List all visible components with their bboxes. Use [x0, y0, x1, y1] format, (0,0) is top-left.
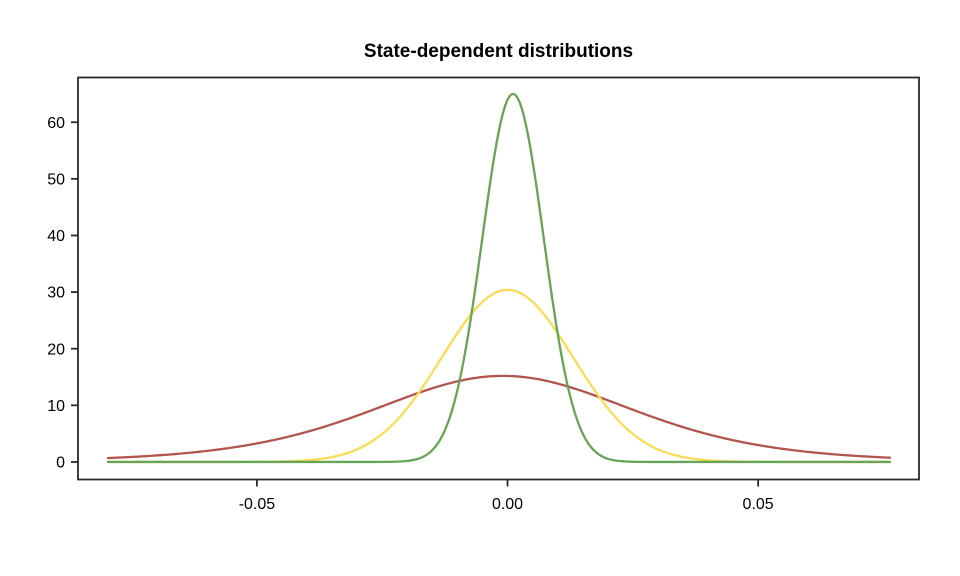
- x-tick-label: -0.05: [239, 496, 276, 513]
- y-tick-label: 0: [56, 455, 65, 472]
- plot-box: [77, 76, 920, 481]
- x-tick-label: 0.00: [492, 496, 523, 513]
- wide-state-density-curve: [106, 374, 892, 460]
- plot-border: [77, 76, 920, 481]
- narrow-state-density-curve: [106, 92, 892, 464]
- chart-title: State-dependent distributions: [364, 41, 633, 62]
- y-tick-label: 60: [47, 115, 65, 132]
- x-axis: -0.05 0.00 0.05: [239, 479, 774, 513]
- y-tick-label: 50: [47, 171, 65, 188]
- y-tick-label: 30: [47, 285, 65, 302]
- y-axis: 0 10 20 30 40 50 60: [47, 115, 78, 472]
- x-tick-label: 0.05: [743, 496, 774, 513]
- y-tick-label: 40: [47, 228, 65, 245]
- density-curves: [106, 92, 892, 464]
- y-tick-label: 20: [47, 341, 65, 358]
- y-tick-label: 10: [47, 398, 65, 415]
